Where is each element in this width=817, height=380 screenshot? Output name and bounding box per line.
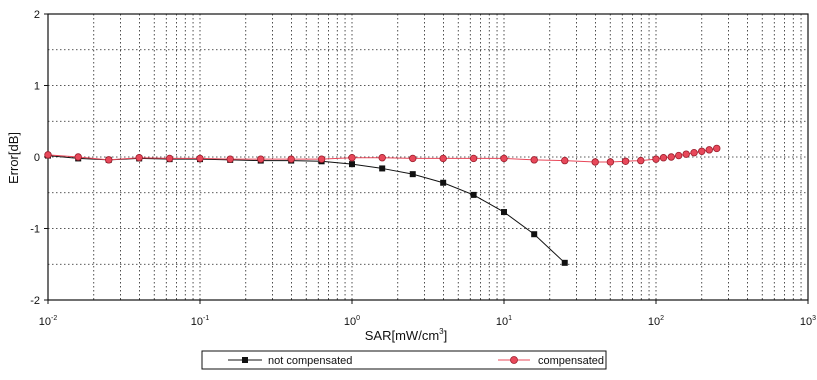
y-tick-label: 0 (34, 152, 40, 164)
x-axis-label-sup: 3 (439, 327, 444, 336)
x-tick-label: 101 (496, 315, 512, 328)
legend-label-not-compensated: not compensated (268, 355, 352, 367)
data-point-not-compensated (379, 165, 386, 172)
data-point-compensated (621, 157, 630, 165)
x-tick-label-base: 10 (344, 316, 356, 328)
data-point-compensated (705, 146, 713, 154)
x-tick-label-base: 10 (496, 316, 508, 328)
data-point-compensated (530, 156, 538, 164)
data-point-compensated (637, 156, 645, 165)
x-tick-label-exp: -2 (51, 315, 57, 322)
x-tick-label-exp: 1 (508, 315, 512, 322)
data-point-compensated (698, 147, 706, 155)
data-point-compensated (591, 158, 599, 166)
x-tick-label-base: 10 (191, 316, 203, 328)
data-point-compensated (105, 156, 113, 164)
data-point-not-compensated (561, 259, 568, 266)
data-point-compensated (500, 154, 508, 163)
y-tick-label: -2 (30, 295, 40, 307)
data-point-compensated (348, 154, 356, 162)
data-point-compensated (196, 154, 204, 163)
legend-marker-not-compensated (242, 357, 248, 363)
series-compensated (44, 144, 721, 166)
x-axis-label: SAR[mW/cm3] (365, 327, 447, 343)
grid (48, 14, 808, 300)
data-point-compensated (135, 154, 143, 162)
data-point-compensated (165, 154, 174, 163)
data-point-compensated (409, 154, 417, 163)
x-tick-label: 10-1 (191, 315, 210, 328)
legend-item-not-compensated: not compensated (228, 355, 352, 367)
x-tick-label-exp: -1 (203, 315, 209, 322)
legend-item-compensated: compensated (498, 355, 604, 367)
x-tick-label-base: 10 (648, 316, 660, 328)
data-point-compensated (378, 154, 386, 162)
data-point-compensated (713, 144, 721, 153)
data-point-compensated (682, 150, 690, 158)
legend-label-compensated: compensated (538, 355, 604, 367)
x-tick-label-exp: 2 (660, 315, 664, 322)
data-point-compensated (44, 151, 52, 159)
data-point-compensated (469, 154, 478, 163)
data-point-not-compensated (470, 191, 477, 198)
data-point-not-compensated (349, 161, 355, 168)
x-axis-label-end: ] (444, 328, 448, 343)
x-tick-label: 103 (800, 315, 816, 328)
x-tick-label: 100 (344, 315, 360, 328)
data-point-compensated (74, 153, 82, 161)
data-point-compensated (439, 154, 447, 163)
data-point-compensated (652, 155, 660, 163)
data-point-compensated (561, 156, 569, 165)
x-tick-label-base: 10 (39, 316, 51, 328)
series-line-not-compensated (47, 155, 566, 264)
y-tick-label: -1 (30, 224, 40, 236)
data-point-not-compensated (440, 179, 447, 186)
data-point-compensated (690, 149, 698, 157)
series (44, 144, 721, 266)
x-tick-label-exp: 0 (356, 315, 360, 322)
legend-box (201, 350, 607, 370)
data-point-compensated (257, 155, 265, 163)
data-point-compensated (659, 154, 668, 162)
data-point-compensated (317, 155, 326, 163)
x-axis-label-main: SAR[mW/cm (365, 328, 439, 343)
data-point-compensated (667, 153, 675, 161)
x-tick-label: 10-2 (39, 315, 58, 328)
y-axis-label: Error[dB] (6, 132, 21, 184)
legend-marker-compensated (510, 356, 518, 364)
x-tick-label: 102 (648, 315, 664, 328)
data-point-compensated (606, 158, 615, 166)
x-tick-label-base: 10 (800, 316, 812, 328)
data-point-compensated (674, 151, 683, 160)
data-point-not-compensated (531, 231, 538, 238)
series-not-compensated (45, 152, 568, 266)
y-tick-label: 1 (34, 81, 40, 93)
data-point-compensated (287, 155, 295, 163)
x-tick-label-exp: 3 (812, 315, 816, 322)
data-point-not-compensated (409, 171, 416, 178)
data-point-not-compensated (501, 209, 507, 216)
legend: not compensated compensated (201, 350, 607, 370)
y-tick-label: 2 (34, 9, 40, 21)
data-point-compensated (226, 155, 234, 163)
